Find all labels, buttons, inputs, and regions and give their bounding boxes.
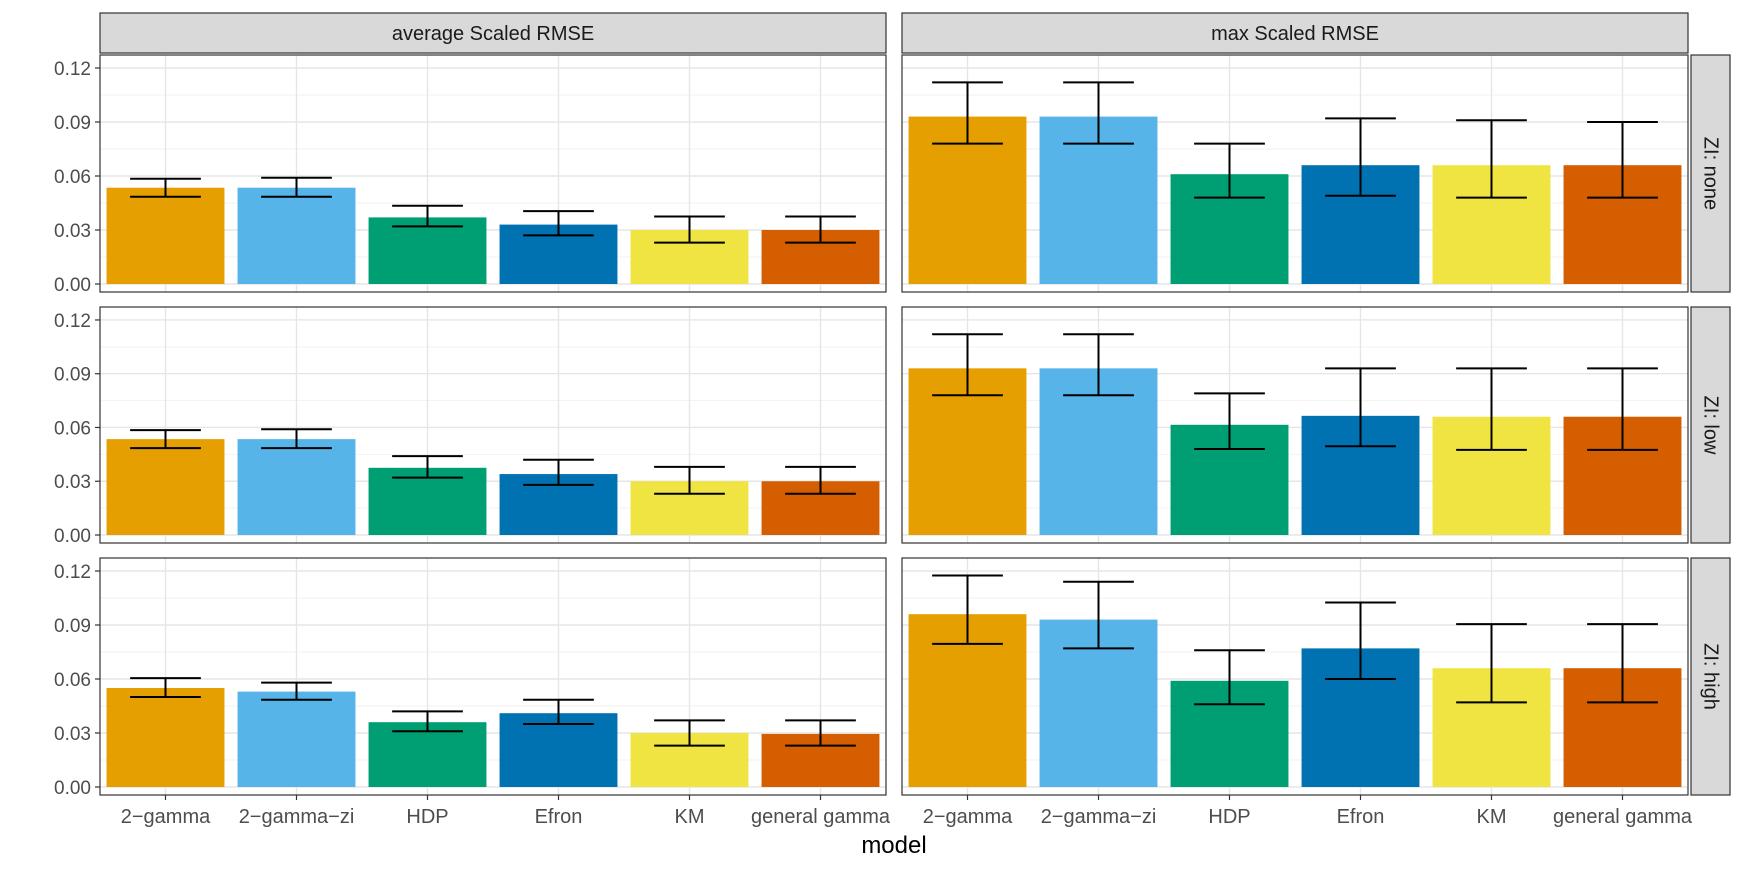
y-tick-label: 0.03 — [54, 472, 91, 493]
panel — [99, 557, 887, 796]
y-tick-label: 0.06 — [54, 670, 91, 691]
x-tick-label: 2−gamma−zi — [1041, 806, 1157, 828]
bar — [368, 467, 487, 535]
x-tick-label: Efron — [535, 806, 583, 828]
x-tick-label: general gamma — [751, 806, 891, 828]
panel-border — [901, 306, 1689, 544]
row-strip-label: ZI: low — [1700, 396, 1722, 455]
panel-border — [901, 54, 1689, 293]
y-tick-label: 0.06 — [54, 167, 91, 188]
row-strip-label: ZI: none — [1700, 137, 1722, 210]
panel — [901, 557, 1689, 796]
panel-background — [902, 307, 1688, 543]
y-tick-label: 0.09 — [54, 365, 91, 386]
bar — [106, 688, 225, 787]
y-tick-label: 0.00 — [54, 778, 91, 799]
row-strip — [1690, 557, 1731, 796]
panel-border — [99, 557, 887, 796]
x-axis-title: model — [861, 832, 926, 859]
panel-border — [901, 557, 1689, 796]
row-strip — [1690, 54, 1731, 293]
panel — [99, 306, 887, 544]
bar — [237, 439, 356, 535]
x-tick-label: HDP — [406, 806, 448, 828]
y-tick-label: 0.03 — [54, 221, 91, 242]
panel-border — [99, 306, 887, 544]
y-tick-label: 0.09 — [54, 616, 91, 637]
x-tick-label: 2−gamma — [923, 806, 1013, 828]
x-tick-label: 2−gamma — [121, 806, 211, 828]
x-tick-label: HDP — [1208, 806, 1250, 828]
y-tick-label: 0.00 — [54, 275, 91, 296]
y-tick-label: 0.12 — [54, 59, 91, 80]
y-tick-label: 0.12 — [54, 311, 91, 332]
column-strip — [901, 12, 1689, 54]
y-tick-label: 0.00 — [54, 526, 91, 547]
x-tick-label: general gamma — [1553, 806, 1693, 828]
column-strip-label: average Scaled RMSE — [392, 23, 594, 45]
row-strip-label: ZI: high — [1700, 643, 1722, 710]
x-tick-label: 2−gamma−zi — [239, 806, 355, 828]
y-tick-label: 0.03 — [54, 724, 91, 745]
bar — [368, 722, 487, 787]
bar — [368, 217, 487, 284]
panel — [99, 54, 887, 293]
column-strip-label: max Scaled RMSE — [1211, 23, 1379, 45]
bar — [237, 691, 356, 787]
bar — [106, 439, 225, 535]
row-strip — [1690, 306, 1731, 544]
column-strip — [99, 12, 887, 54]
y-tick-label: 0.12 — [54, 562, 91, 583]
x-tick-label: Efron — [1337, 806, 1385, 828]
panel-border — [99, 54, 887, 293]
y-tick-label: 0.09 — [54, 113, 91, 134]
x-tick-label: KM — [1477, 806, 1507, 828]
y-tick-label: 0.06 — [54, 418, 91, 439]
panel-background — [100, 307, 886, 543]
panel — [901, 306, 1689, 544]
bar — [237, 187, 356, 284]
bar — [499, 713, 618, 787]
panel — [901, 54, 1689, 293]
x-tick-label: KM — [675, 806, 705, 828]
bar — [106, 187, 225, 284]
